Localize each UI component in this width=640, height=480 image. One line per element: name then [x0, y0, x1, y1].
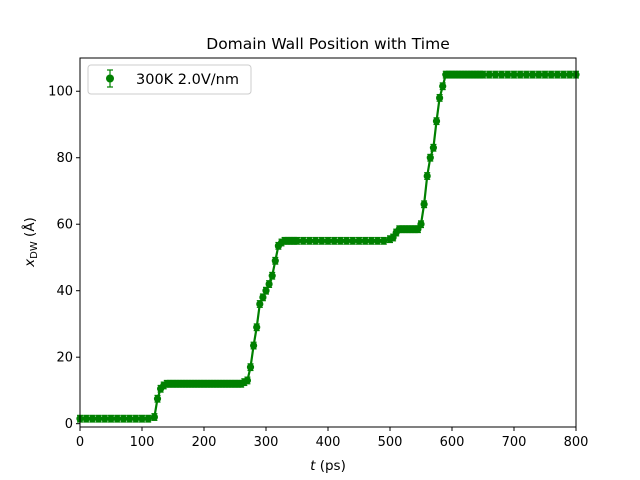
y-axis-label-unit: (Å)	[21, 217, 38, 241]
x-tick-label: 600	[440, 435, 465, 450]
data-point	[268, 272, 276, 280]
data-point	[126, 415, 134, 423]
data-point	[566, 71, 574, 79]
data-point	[510, 71, 518, 79]
data-point	[262, 287, 270, 295]
data-point	[541, 71, 549, 79]
data-point	[560, 71, 568, 79]
data-point	[293, 237, 301, 245]
data-point	[380, 237, 388, 245]
y-tick-label: 0	[65, 417, 73, 432]
data-point	[429, 144, 437, 152]
data-point	[138, 415, 146, 423]
data-point	[82, 415, 90, 423]
x-tick-label: 0	[76, 435, 84, 450]
data-point	[423, 172, 431, 180]
data-point	[553, 71, 562, 79]
x-tick-label: 400	[316, 435, 341, 450]
data-point	[305, 237, 313, 245]
x-tick-label: 300	[254, 435, 279, 450]
x-axis-label-italic: t	[310, 458, 316, 474]
data-point	[436, 94, 444, 102]
data-point	[355, 237, 363, 245]
y-axis-label-subscript: DW	[29, 241, 40, 259]
data-point	[504, 71, 512, 79]
data-point	[312, 237, 320, 245]
data-point	[119, 415, 127, 423]
x-tick-label: 700	[502, 435, 527, 450]
data-point	[330, 237, 338, 245]
data-point	[485, 71, 493, 79]
data-point	[432, 117, 441, 125]
data-point	[256, 300, 264, 308]
series-line	[80, 73, 576, 420]
data-point	[336, 237, 344, 245]
data-point	[426, 154, 434, 162]
data-point	[535, 71, 543, 79]
data-point	[374, 237, 382, 245]
data-point	[361, 237, 369, 245]
data-point	[253, 323, 261, 331]
x-tick-label: 500	[378, 435, 403, 450]
x-axis: 0 100 200 300 400 500 600 700 800	[76, 427, 589, 450]
x-tick-label: 800	[564, 435, 589, 450]
data-point	[498, 71, 506, 79]
data-point	[522, 71, 531, 79]
x-axis-label: t (ps)	[310, 458, 346, 474]
data-point	[259, 293, 267, 301]
legend-box	[87, 64, 252, 95]
data-point	[343, 237, 351, 245]
legend: 300K 2.0V/nm	[87, 64, 252, 95]
y-tick-label: 60	[56, 218, 73, 233]
data-point	[547, 71, 555, 79]
data-point	[250, 341, 258, 350]
y-axis-label: xDW (Å)	[21, 217, 40, 268]
y-axis-label-main: x	[22, 258, 38, 268]
data-point	[324, 237, 332, 245]
y-tick-label: 40	[56, 284, 73, 299]
x-axis-label-unit: (ps)	[315, 458, 345, 474]
chart-title: Domain Wall Position with Time	[206, 35, 449, 53]
data-point	[107, 415, 115, 423]
data-point	[491, 71, 499, 79]
data-point	[246, 363, 255, 371]
data-point	[95, 415, 103, 423]
data-point	[439, 82, 447, 90]
data-point	[150, 413, 158, 421]
data-point	[132, 415, 140, 423]
data-point	[243, 376, 251, 385]
x-tick-label: 100	[130, 435, 155, 450]
y-tick-label: 80	[56, 151, 73, 166]
data-point	[529, 71, 537, 79]
data-point	[318, 237, 326, 245]
data-point	[417, 220, 425, 228]
y-axis: 0 20 40 60 80 100	[48, 85, 80, 432]
y-tick-label: 100	[48, 85, 73, 100]
data-point	[299, 237, 307, 245]
data-point	[420, 200, 428, 208]
data-point	[516, 71, 524, 79]
legend-marker	[106, 74, 114, 83]
data-point	[479, 71, 487, 79]
data-point	[113, 415, 121, 423]
data-point	[367, 237, 375, 245]
data-point	[144, 415, 152, 423]
data-point	[349, 237, 357, 245]
data-point	[101, 415, 109, 423]
data-point	[88, 415, 96, 423]
data-point	[265, 280, 273, 288]
y-tick-label: 20	[56, 351, 73, 366]
x-tick-label: 200	[192, 435, 217, 450]
series-layer	[76, 70, 580, 423]
data-point	[271, 257, 279, 265]
data-point	[153, 395, 162, 403]
legend-label: 300K 2.0V/nm	[136, 72, 239, 88]
